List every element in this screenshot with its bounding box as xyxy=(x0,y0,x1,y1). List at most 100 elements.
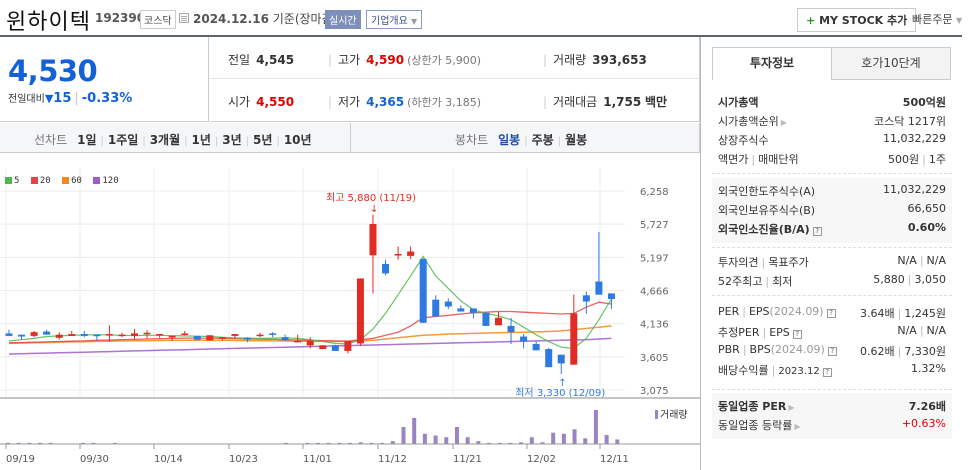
volume-legend: 거래량 xyxy=(655,406,688,421)
company-info-label: 기업개요 xyxy=(371,16,408,27)
svg-text:10/23: 10/23 xyxy=(229,454,258,465)
legend-swatch xyxy=(62,177,70,184)
separator: | xyxy=(742,305,746,318)
market-cap-rank-label: 시가총액순위 ▶ xyxy=(718,113,787,129)
market-cap-section: 시가총액 500억원 시가총액순위 ▶ 코스닥 1217위 상장주식수 11,032,2… xyxy=(712,92,952,168)
sector-per-row[interactable]: 동일업종 PER ▶ 7.26배 xyxy=(712,396,952,415)
separator: | xyxy=(543,53,548,67)
label-text: 시가총액순위 xyxy=(718,115,779,128)
valuation-section: PER | EPS(2024.09)? 3.64배 | 1,245원 추정PER | EPS?… xyxy=(712,303,952,379)
help-icon[interactable]: ? xyxy=(812,227,822,236)
period-1d[interactable]: 1일 xyxy=(77,133,97,147)
period-10y[interactable]: 10년 xyxy=(283,133,312,147)
mystock-label: MY STOCK 추가 xyxy=(819,14,908,27)
pbr-bps-row: PBR | BPS(2024.09)? 0.62배 | 7,330원 xyxy=(712,341,952,360)
date-value: 2024.12.16 xyxy=(193,12,269,26)
stock-code: 192390 xyxy=(95,11,146,25)
prev-close-value: 4,545 xyxy=(256,53,295,67)
label-text: 동일업종 등락률 xyxy=(718,419,793,432)
period-monthly[interactable]: 월봉 xyxy=(565,133,588,147)
arrow-right-icon: ▶ xyxy=(780,118,787,127)
upper-limit: (상한가 5,900) xyxy=(407,54,481,67)
market-cap-label: 시가총액 xyxy=(718,96,759,109)
upper-limit-label: (상한가 xyxy=(407,54,442,67)
foreign-limit-label: 외국인한도주식수(A) xyxy=(718,185,816,198)
label-text: PBR xyxy=(718,343,740,356)
help-icon[interactable]: ? xyxy=(792,330,802,339)
separator: | xyxy=(276,136,280,147)
svg-text:3,075: 3,075 xyxy=(640,386,669,397)
candlestick-chart: 6,258 5,727 5,197 4,666 4,136 3,605 3,075 최고 5,… xyxy=(0,168,700,465)
candle-chart-periods: 봉차트 일봉 | 주봉 | 월봉 xyxy=(455,131,587,148)
svg-text:10/14: 10/14 xyxy=(154,454,183,465)
separator: | xyxy=(184,136,188,147)
dividend-label: 배당수익률 | 2023.12? xyxy=(718,362,832,378)
upper-limit-value: 5,900) xyxy=(445,54,482,67)
stock-chart[interactable]: 6,258 5,727 5,197 4,666 4,136 3,605 3,075 최고 5,… xyxy=(0,168,700,470)
realtime-button[interactable]: 실시간 xyxy=(325,10,361,29)
tab-orderbook-10[interactable]: 호가10단계 xyxy=(831,47,951,80)
foreign-ratio-label: 외국인소진율(B/A)? xyxy=(718,221,822,237)
period-1y[interactable]: 1년 xyxy=(191,133,211,147)
add-mystock-button[interactable]: + MY STOCK 추가 xyxy=(797,8,917,32)
foreign-holding-row: 외국인보유주식수(B) 66,650 xyxy=(712,200,952,219)
label-text: 52주최고 xyxy=(718,275,763,288)
open-price: 시가 4,550 xyxy=(228,93,294,110)
sector-change-row[interactable]: 동일업종 등락률 ▶ +0.63% xyxy=(712,415,952,434)
par-trade-unit-label: 액면가 | 매매단위 xyxy=(718,151,799,167)
period-3y[interactable]: 3년 xyxy=(222,133,242,147)
header-divider xyxy=(0,35,962,37)
period-daily[interactable]: 일봉 xyxy=(498,133,521,147)
legend-label: 120 xyxy=(102,176,119,186)
quick-order-dropdown[interactable]: 빠른주문 ▼ xyxy=(912,11,962,27)
period-1w[interactable]: 1주일 xyxy=(107,133,139,147)
low-value: 4,365 xyxy=(366,95,405,109)
help-icon[interactable]: ? xyxy=(822,368,832,377)
side-tabs: 투자정보 호가10단계 xyxy=(712,47,952,80)
period-text: (2024.09) xyxy=(769,305,824,318)
foreign-ownership-section: 외국인한도주식수(A) 11,032,229 외국인보유주식수(B) 66,650 … xyxy=(712,178,952,243)
trade-value-unit: 백만 xyxy=(645,95,668,109)
period-text: 2023.12 xyxy=(778,366,820,377)
lower-limit-value: 3,185) xyxy=(445,96,482,109)
tab-investment-info[interactable]: 투자정보 xyxy=(712,47,832,80)
est-per: N/A xyxy=(897,324,917,337)
trade-value-amount: 1,755 xyxy=(603,95,642,109)
chart-period-bar: 선차트 1일 | 1주일 | 3개월 | 1년 | 3년 | 5년 | 10년 봉차트 일봉 | 주봉 | 월봉 xyxy=(0,123,700,153)
price-change: 전일대비▼15 | -0.33% xyxy=(8,90,132,106)
week52-high: 5,880 xyxy=(873,273,905,286)
market-cap-rank-row[interactable]: 시가총액순위 ▶ 코스닥 1217위 xyxy=(712,111,952,130)
est-per-value: N/A | N/A xyxy=(897,324,946,337)
label-text: EPS xyxy=(769,326,790,339)
separator: | xyxy=(771,364,776,377)
period-5y[interactable]: 5년 xyxy=(253,133,273,147)
separator: | xyxy=(751,153,756,166)
company-info-dropdown[interactable]: 기업개요 ▼ xyxy=(366,10,423,29)
separator: | xyxy=(907,273,912,286)
section-divider xyxy=(712,389,952,390)
label-text: 추정PER xyxy=(718,326,760,339)
per-eps-row: PER | EPS(2024.09)? 3.64배 | 1,245원 xyxy=(712,303,952,322)
chevron-down-icon: ▼ xyxy=(411,17,418,26)
period-bar-divider xyxy=(350,123,351,153)
opinion-row: 투자의견 | 목표주가 N/A | N/A xyxy=(712,252,952,271)
bps-value: 7,330원 xyxy=(904,345,946,358)
help-icon[interactable]: ? xyxy=(827,347,837,356)
line-chart-label: 선차트 xyxy=(34,133,68,147)
per-eps-label: PER | EPS(2024.09)? xyxy=(718,305,836,318)
period-weekly[interactable]: 주봉 xyxy=(531,133,554,147)
label-text: PER xyxy=(718,305,740,318)
svg-text:12/11: 12/11 xyxy=(600,454,629,465)
low-label: 저가 xyxy=(338,95,361,109)
help-icon[interactable]: ? xyxy=(826,309,836,318)
separator: | xyxy=(245,136,250,147)
separator: | xyxy=(897,307,902,320)
sector-change-label: 동일업종 등락률 ▶ xyxy=(718,417,801,433)
current-price-panel: 4,530 전일대비▼15 | -0.33% xyxy=(0,37,209,122)
volume-label: 거래량 xyxy=(553,53,587,67)
legend-swatch xyxy=(655,410,658,419)
period-3m[interactable]: 3개월 xyxy=(149,133,181,147)
foreign-ratio-value: 0.60% xyxy=(907,221,946,234)
label-text: 외국인소진율(B/A) xyxy=(718,223,810,236)
lower-limit: (하한가 3,185) xyxy=(407,96,481,109)
